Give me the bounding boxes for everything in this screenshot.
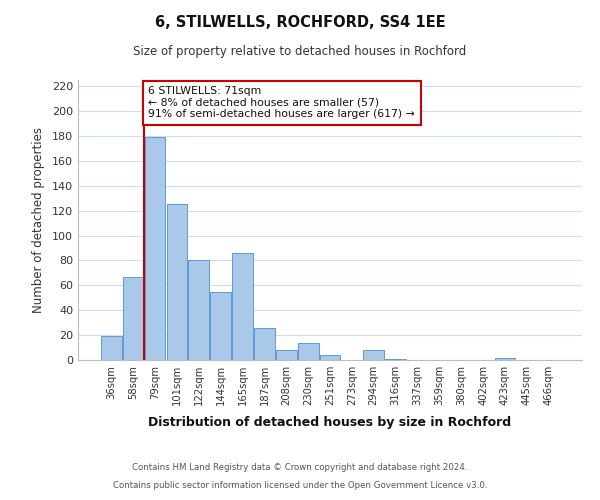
Bar bbox=[101, 336, 122, 360]
Bar bbox=[232, 253, 253, 360]
Text: Contains public sector information licensed under the Open Government Licence v3: Contains public sector information licen… bbox=[113, 481, 487, 490]
Bar bbox=[167, 204, 187, 360]
Bar bbox=[123, 276, 143, 360]
Bar bbox=[320, 355, 340, 360]
Bar bbox=[385, 359, 406, 360]
Bar bbox=[298, 342, 319, 360]
X-axis label: Distribution of detached houses by size in Rochford: Distribution of detached houses by size … bbox=[148, 416, 512, 430]
Bar bbox=[210, 292, 231, 360]
Bar bbox=[364, 350, 384, 360]
Bar bbox=[254, 328, 275, 360]
Text: 6, STILWELLS, ROCHFORD, SS4 1EE: 6, STILWELLS, ROCHFORD, SS4 1EE bbox=[155, 15, 445, 30]
Y-axis label: Number of detached properties: Number of detached properties bbox=[32, 127, 45, 313]
Bar bbox=[276, 350, 296, 360]
Bar bbox=[145, 137, 166, 360]
Bar bbox=[494, 358, 515, 360]
Bar bbox=[188, 260, 209, 360]
Text: 6 STILWELLS: 71sqm
← 8% of detached houses are smaller (57)
91% of semi-detached: 6 STILWELLS: 71sqm ← 8% of detached hous… bbox=[148, 86, 415, 120]
Text: Contains HM Land Registry data © Crown copyright and database right 2024.: Contains HM Land Registry data © Crown c… bbox=[132, 464, 468, 472]
Text: Size of property relative to detached houses in Rochford: Size of property relative to detached ho… bbox=[133, 45, 467, 58]
